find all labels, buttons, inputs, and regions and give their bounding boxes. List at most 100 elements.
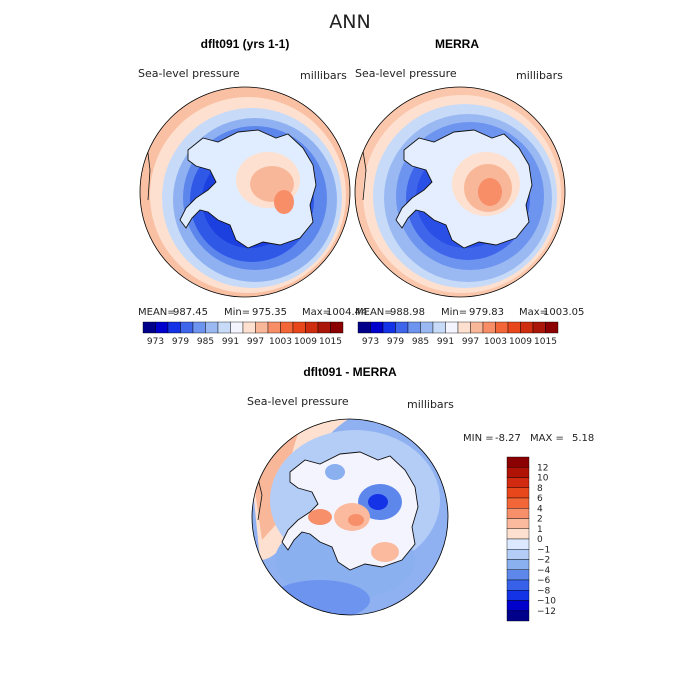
colorbar-swatch (407, 321, 421, 334)
variable-label: Sea-level pressure (355, 67, 457, 80)
colorbar-tick-label: 0 (537, 535, 543, 545)
colorbar-tick-label: 1009 (509, 337, 532, 347)
stats-line: MEAN= 988.98 Min= 979.83 Max= 1003.05 (355, 307, 584, 318)
colorbar-tick-label: 973 (147, 337, 164, 347)
colorbar-swatch (382, 321, 396, 334)
panel-difference: dflt091 - MERRA Sea-level pressure milli… (247, 365, 594, 622)
colorbar-swatch (506, 600, 530, 611)
colorbar-swatch (330, 321, 344, 334)
max-label: Max= (519, 307, 548, 318)
min-label: Min= (441, 307, 467, 318)
colorbar-swatch (495, 321, 509, 334)
max-value: 1003.05 (543, 307, 584, 318)
colorbar-swatch (155, 321, 169, 334)
colorbar-swatch (506, 559, 530, 570)
units-label: millibars (516, 69, 563, 82)
colorbar-tick-label: 1009 (294, 337, 317, 347)
high-pressure-center (478, 178, 502, 206)
panel-title: MERRA (435, 37, 479, 51)
colorbar-swatch (217, 321, 231, 334)
colorbar: 973 979 985 991 997 1003 1009 1015 (142, 321, 344, 347)
colorbar-swatch (305, 321, 319, 334)
colorbar-tick-label: 1015 (534, 337, 557, 347)
colorbar-swatch (180, 321, 194, 334)
min-value: 975.35 (252, 307, 287, 318)
colorbar-swatch (280, 321, 294, 334)
colorbar-swatch (506, 456, 530, 468)
colorbar-swatch (506, 467, 530, 478)
colorbar-swatch (532, 321, 546, 334)
map-border (251, 418, 449, 616)
colorbar-tick-label: 1 (537, 525, 543, 535)
anomaly-positive (348, 514, 364, 526)
mean-label: MEAN= (355, 307, 393, 318)
colorbar-swatch (506, 497, 530, 509)
colorbar-swatch (506, 549, 530, 560)
mean-value: 988.98 (390, 307, 425, 318)
polar-map (252, 419, 448, 615)
colorbar-swatch (255, 321, 269, 334)
map-border (139, 86, 351, 298)
panel-model: dflt091 (yrs 1-1) Sea-level pressure mil… (138, 37, 367, 347)
colorbar-swatch (267, 321, 281, 334)
anomaly-positive (308, 509, 332, 525)
colorbar-swatch (167, 321, 181, 334)
min-value: 979.83 (469, 307, 504, 318)
colorbar-swatch (192, 321, 206, 334)
anomaly-negative (368, 494, 388, 510)
colorbar-swatch (545, 321, 559, 334)
colorbar-swatch (242, 321, 256, 334)
colorbar-swatch (445, 321, 459, 334)
colorbar-swatch (506, 569, 530, 581)
colorbar-tick-label: 997 (247, 337, 264, 347)
colorbar-swatch (506, 579, 530, 591)
stats-line: MEAN= 987.45 Min= 975.35 Max= 1004.44 (138, 307, 367, 318)
colorbar-tick-label: 985 (197, 337, 214, 347)
colorbar-swatch (506, 477, 530, 488)
panel-reference: MERRA Sea-level pressure millibars MEAN=… (354, 37, 584, 347)
min-label: MIN = (463, 433, 494, 444)
stats-line: MIN = -8.27 MAX = 5.18 (463, 433, 594, 444)
max-label: Max= (302, 307, 331, 318)
colorbar-swatch (470, 321, 484, 334)
min-value: -8.27 (495, 433, 521, 444)
colorbar-swatch (432, 321, 446, 334)
panel-title: dflt091 (yrs 1-1) (201, 37, 290, 51)
colorbar-tick-label: −12 (537, 607, 556, 617)
units-label: millibars (300, 69, 347, 82)
colorbar-tick-label: 4 (537, 504, 543, 514)
polar-map (140, 87, 350, 297)
colorbar-swatch (506, 508, 530, 519)
colorbar-tick-label: 991 (222, 337, 239, 347)
max-label: MAX = (530, 433, 564, 444)
colorbar-swatch (205, 321, 219, 334)
coastline (146, 144, 151, 201)
colorbar-tick-label: 2 (537, 515, 543, 525)
colorbar-tick-label: −10 (537, 597, 556, 607)
colorbar-tick-label: 10 (537, 474, 549, 484)
polar-map (355, 87, 565, 297)
colorbar-swatch (506, 590, 530, 601)
colorbar-swatch (506, 610, 530, 622)
colorbar-tick-label: 1003 (269, 337, 292, 347)
max-value: 5.18 (572, 433, 594, 444)
colorbar-swatch (317, 321, 331, 334)
mean-label: MEAN= (138, 307, 176, 318)
map-border (354, 86, 566, 298)
colorbar-swatch (506, 538, 530, 550)
colorbar-tick-label: 12 (537, 463, 548, 473)
figure-title: ANN (329, 11, 370, 33)
colorbar-tick-label: −6 (537, 576, 551, 586)
colorbar-swatch (370, 321, 384, 334)
colorbar-swatch (506, 518, 530, 529)
anomaly-negative (325, 464, 345, 480)
colorbar-swatch (142, 321, 156, 334)
colorbar-swatch (395, 321, 409, 334)
colorbar-tick-label: −1 (537, 545, 550, 555)
max-value: 1004.44 (326, 307, 367, 318)
colorbar-swatch (506, 487, 530, 499)
colorbar-swatch (482, 321, 496, 334)
colorbar-tick-label: −2 (537, 556, 550, 566)
